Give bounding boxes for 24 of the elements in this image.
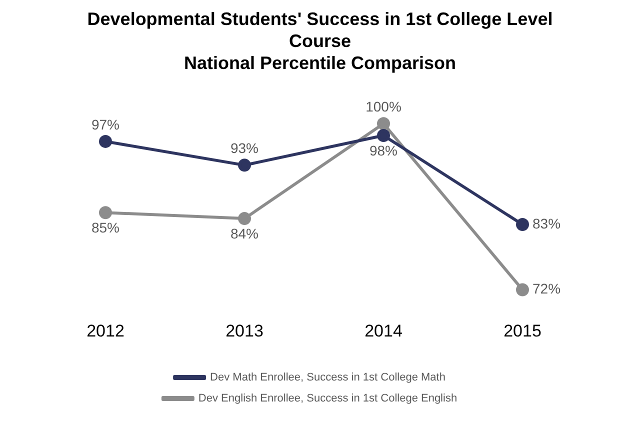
data-label: 83% <box>532 215 561 232</box>
chart-title: Developmental Students' Success in 1st College Level Course <box>86 8 554 52</box>
x-tick-label: 2015 <box>504 321 542 340</box>
point <box>99 206 112 220</box>
legend-label: Dev English Enrollee, Success in 1st College English <box>198 392 458 405</box>
x-tick-label: 2012 <box>86 321 124 340</box>
legend-label: Dev Math Enrollee, Success in 1st College Math <box>210 372 446 384</box>
data-label: 72% <box>532 280 561 297</box>
data-label: 84% <box>230 225 259 242</box>
data-label: 93% <box>230 140 259 156</box>
point <box>516 283 529 296</box>
chart-subtitle: National Percentile Comparison <box>182 52 458 74</box>
data-label: 98% <box>369 142 398 158</box>
point <box>516 218 529 231</box>
data-label: 85% <box>91 219 120 236</box>
point <box>99 134 112 148</box>
x-tick-label: 2013 <box>226 321 264 340</box>
data-label: 100% <box>366 98 402 115</box>
point <box>377 117 390 130</box>
point <box>238 212 251 226</box>
point <box>238 158 251 172</box>
data-label: 97% <box>91 116 120 132</box>
point <box>377 129 390 142</box>
x-tick-label: 2014 <box>364 321 402 340</box>
